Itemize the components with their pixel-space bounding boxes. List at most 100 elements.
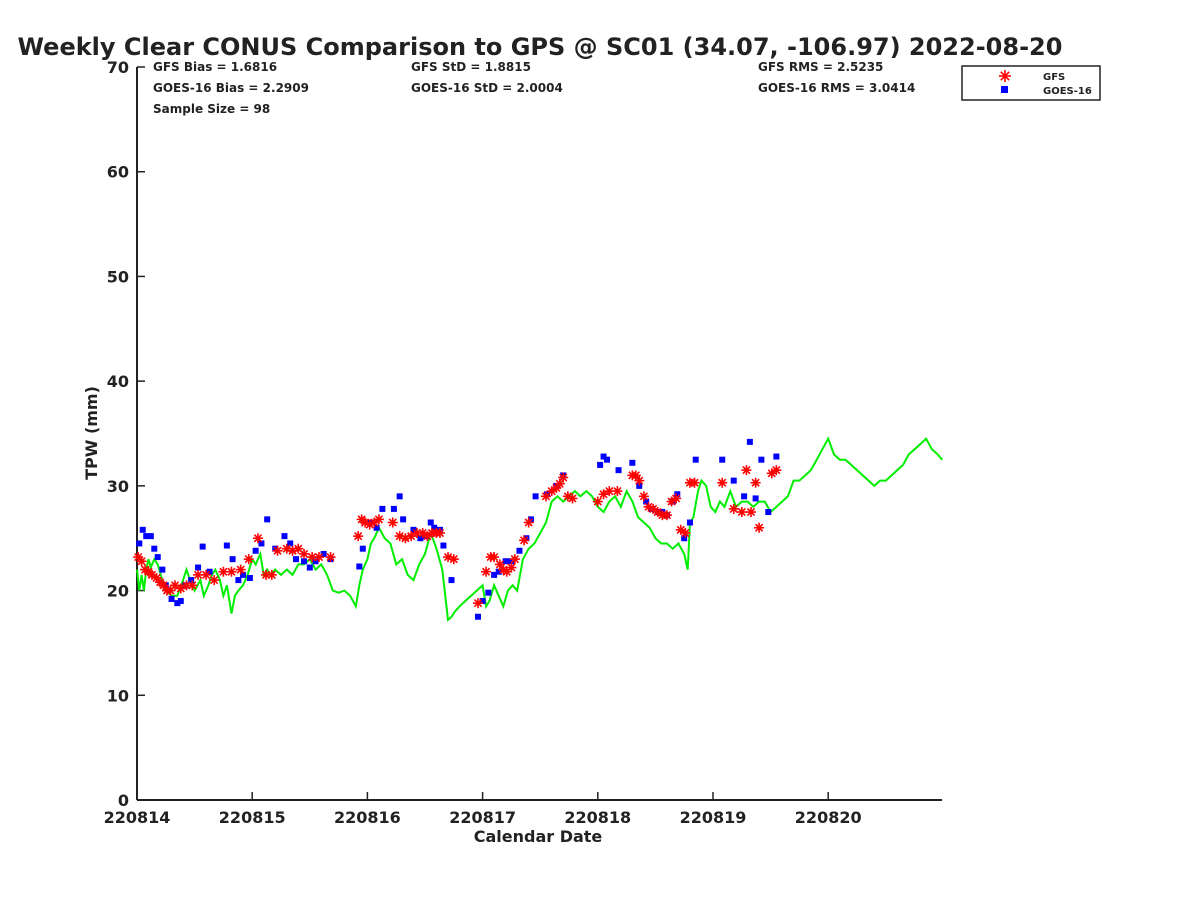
- x-tick-label: 220819: [680, 808, 747, 827]
- goes-point: [320, 550, 327, 557]
- goes-point: [252, 547, 259, 554]
- goes-point: [427, 519, 434, 526]
- goes-point: [636, 482, 643, 489]
- gps-line-layer: [136, 436, 943, 622]
- gfs-point: [661, 510, 672, 521]
- goes-point: [239, 571, 246, 578]
- sample-size: Sample Size = 98: [153, 102, 270, 116]
- goes-point: [139, 526, 146, 533]
- gfs-point: [299, 548, 310, 559]
- gfs-point: [771, 465, 782, 476]
- legend-gfs-marker: [999, 70, 1011, 82]
- goes-point: [730, 477, 737, 484]
- goes-point: [312, 558, 319, 565]
- gfs-point: [567, 493, 578, 504]
- y-axis-label: TPW (mm): [82, 386, 101, 480]
- goes-point: [246, 575, 253, 582]
- legend: GFS GOES-16: [961, 65, 1101, 101]
- legend-goes-marker: [1001, 86, 1008, 93]
- goes-point: [235, 577, 242, 584]
- goes-std: GOES-16 StD = 2.0004: [411, 81, 563, 95]
- gfs-point: [136, 556, 147, 567]
- y-tick-label: 60: [107, 163, 129, 182]
- gfs-point: [158, 580, 169, 591]
- gfs-point: [481, 566, 492, 577]
- goes-point: [758, 456, 765, 463]
- goes-point: [752, 495, 759, 502]
- gfs-point: [448, 554, 459, 565]
- goes-point: [143, 533, 150, 540]
- gfs-marker-layer: [133, 465, 782, 609]
- gfs-point: [187, 580, 198, 591]
- goes-point: [174, 600, 181, 607]
- goes-point: [479, 598, 486, 605]
- gfs-point: [689, 477, 700, 488]
- goes-point: [199, 543, 206, 550]
- gfs-point: [272, 545, 283, 556]
- goes-point: [396, 493, 403, 500]
- goes-point: [154, 554, 161, 561]
- chart-title: Weekly Clear CONUS Comparison to GPS @ S…: [18, 33, 1063, 61]
- goes-point: [390, 505, 397, 512]
- goes-point: [188, 577, 195, 584]
- goes-point: [674, 491, 681, 498]
- gfs-point: [201, 569, 212, 580]
- gfs-point: [746, 507, 757, 518]
- goes-point: [306, 564, 313, 571]
- gfs-point: [558, 472, 569, 483]
- y-tick-label: 70: [107, 58, 129, 77]
- gfs-point: [472, 598, 483, 609]
- goes-point: [773, 453, 780, 460]
- goes-point: [147, 533, 154, 540]
- legend-gfs-asterisk: [999, 70, 1011, 82]
- goes-point: [195, 564, 202, 571]
- goes-point: [177, 598, 184, 605]
- gfs-point: [226, 566, 237, 577]
- stats-block: GFS Bias = 1.6816 GOES-16 Bias = 2.2909 …: [153, 60, 915, 116]
- gfs-point: [165, 585, 176, 596]
- axes: 0 10 20 30 40 50 60 70 220814 220815 220816 220817 2…: [104, 58, 942, 827]
- goes-point: [597, 461, 604, 468]
- gfs-point: [630, 470, 641, 481]
- gfs-point: [717, 477, 728, 488]
- gfs-point: [373, 514, 384, 525]
- goes-point: [532, 493, 539, 500]
- gfs-point: [266, 569, 277, 580]
- gfs-point: [325, 552, 336, 563]
- goes-point: [686, 519, 693, 526]
- legend-box: [961, 65, 1101, 101]
- goes-point: [223, 542, 230, 549]
- goes-point: [301, 558, 308, 565]
- gfs-point: [489, 552, 500, 563]
- goes-point: [600, 453, 607, 460]
- gfs-point: [750, 477, 761, 488]
- gfs-rms: GFS RMS = 2.5235: [758, 60, 883, 74]
- gfs-point: [509, 554, 520, 565]
- goes-point: [292, 556, 299, 563]
- gfs-point: [252, 533, 263, 544]
- gfs-point: [612, 486, 623, 497]
- goes-point: [681, 535, 688, 542]
- x-tick-label: 220820: [795, 808, 862, 827]
- goes-point: [502, 558, 509, 565]
- goes-point: [692, 456, 699, 463]
- gfs-point: [523, 517, 534, 528]
- gfs-point: [638, 491, 649, 502]
- gfs-point: [519, 535, 530, 546]
- x-tick-label: 220815: [219, 808, 286, 827]
- gfs-point: [209, 575, 220, 586]
- gfs-point: [634, 475, 645, 486]
- goes-point: [136, 540, 143, 547]
- goes-point: [719, 456, 726, 463]
- x-tick-label: 220818: [564, 808, 631, 827]
- goes-point: [516, 547, 523, 554]
- goes-point: [373, 524, 380, 531]
- goes-point: [151, 545, 158, 552]
- goes-point: [287, 540, 294, 547]
- goes-bias: GOES-16 Bias = 2.2909: [153, 81, 309, 95]
- gfs-point: [193, 569, 204, 580]
- gfs-point: [754, 522, 765, 533]
- goes-point: [264, 516, 271, 523]
- goes-point: [229, 556, 236, 563]
